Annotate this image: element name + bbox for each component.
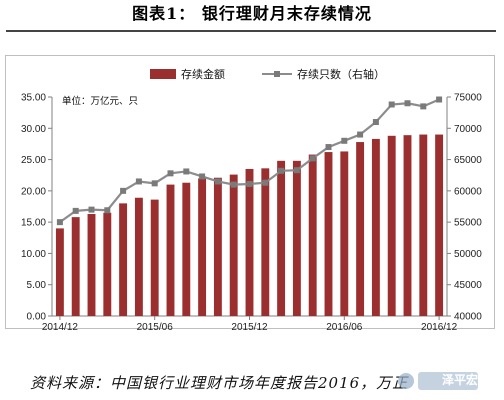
line-point bbox=[246, 180, 253, 187]
y-left-tick-label: 25.00 bbox=[21, 155, 46, 166]
y-right-tick-label: 40000 bbox=[454, 312, 482, 323]
bar bbox=[340, 151, 349, 316]
bar bbox=[134, 197, 143, 316]
bar bbox=[356, 142, 365, 316]
axes: 0.00 5.00 10.00 15.00 20.00 25.00 30.00 35.00 40… bbox=[21, 93, 482, 334]
x-tick-label: 2016/12 bbox=[421, 322, 458, 333]
bar bbox=[229, 174, 238, 316]
bar bbox=[419, 134, 428, 316]
line-point bbox=[309, 155, 316, 162]
x-tick-label: 2014/12 bbox=[42, 322, 79, 333]
x-tick-label: 2016/06 bbox=[326, 322, 363, 333]
legend-line-marker bbox=[274, 71, 280, 77]
line-point bbox=[183, 168, 190, 175]
title-divider bbox=[6, 30, 496, 32]
watermark-badge bbox=[418, 372, 478, 390]
watermark-icon bbox=[398, 373, 414, 389]
y-left-tick-label: 5.00 bbox=[27, 280, 47, 291]
legend-bar-swatch bbox=[150, 69, 176, 79]
y-right-tick-label: 75000 bbox=[454, 93, 482, 104]
bar-series bbox=[55, 134, 444, 316]
line-point bbox=[388, 101, 395, 108]
line-point bbox=[230, 181, 237, 188]
bar bbox=[182, 182, 191, 316]
y-right-tick-label: 55000 bbox=[454, 218, 482, 229]
bar bbox=[150, 199, 159, 316]
line-point bbox=[104, 207, 111, 214]
bar bbox=[71, 217, 80, 316]
line-point bbox=[120, 187, 127, 194]
line-point bbox=[404, 100, 411, 107]
line-point bbox=[357, 131, 364, 138]
bar bbox=[213, 177, 222, 316]
line-point bbox=[436, 96, 443, 103]
y-left-tick-label: 20.00 bbox=[21, 186, 46, 197]
legend: 存续金额 存续只数（右轴） bbox=[150, 67, 385, 81]
bar bbox=[435, 134, 444, 316]
bar bbox=[308, 154, 317, 316]
y-right-tick-label: 45000 bbox=[454, 280, 482, 291]
figure-title: 图表1： 银行理财月末存续情况 bbox=[132, 4, 372, 23]
bar bbox=[166, 184, 175, 316]
y-left-tick-label: 35.00 bbox=[21, 93, 46, 104]
y-left-tick-label: 30.00 bbox=[21, 124, 46, 135]
unit-note: 单位：万亿元、只 bbox=[62, 95, 138, 107]
line-point bbox=[278, 167, 285, 174]
line-point bbox=[72, 207, 79, 214]
y-right-tick-label: 60000 bbox=[454, 186, 482, 197]
line-point bbox=[88, 206, 95, 213]
x-tick-label: 2015/06 bbox=[137, 322, 174, 333]
bar bbox=[119, 203, 128, 316]
bar bbox=[261, 168, 270, 316]
y-right-tick-label: 65000 bbox=[454, 155, 482, 166]
y-left-tick-label: 15.00 bbox=[21, 218, 46, 229]
line-point bbox=[167, 170, 174, 177]
legend-line-label: 存续只数（右轴） bbox=[297, 67, 385, 81]
line-point bbox=[56, 219, 63, 226]
bar bbox=[371, 138, 380, 316]
legend-bar-label: 存续金额 bbox=[181, 67, 225, 81]
line-point bbox=[135, 178, 142, 185]
bar bbox=[403, 135, 412, 316]
line-point bbox=[199, 173, 206, 180]
line-point bbox=[214, 178, 221, 185]
watermark-text: 泽平宏观 bbox=[441, 373, 490, 387]
bar bbox=[324, 152, 333, 316]
line-point bbox=[151, 180, 158, 187]
line-point bbox=[372, 119, 379, 126]
bar bbox=[55, 228, 64, 316]
line-point bbox=[293, 167, 300, 174]
line-point bbox=[420, 103, 427, 110]
y-left-tick-label: 0.00 bbox=[27, 312, 47, 323]
line-series bbox=[56, 96, 443, 226]
bar bbox=[198, 178, 207, 316]
bar bbox=[103, 212, 112, 316]
bar bbox=[387, 135, 396, 316]
line-point bbox=[341, 137, 348, 144]
bar bbox=[87, 214, 96, 316]
x-tick-label: 2015/12 bbox=[231, 322, 268, 333]
bar bbox=[292, 160, 301, 316]
line-point bbox=[325, 144, 332, 151]
y-right-tick-label: 70000 bbox=[454, 124, 482, 135]
bar bbox=[245, 168, 254, 316]
y-right-tick-label: 50000 bbox=[454, 249, 482, 260]
source-note: 资料来源：中国银行业理财市场年度报告2016，万正 bbox=[30, 374, 409, 392]
line-point bbox=[262, 179, 269, 186]
y-left-tick-label: 10.00 bbox=[21, 249, 46, 260]
bar bbox=[277, 160, 286, 316]
